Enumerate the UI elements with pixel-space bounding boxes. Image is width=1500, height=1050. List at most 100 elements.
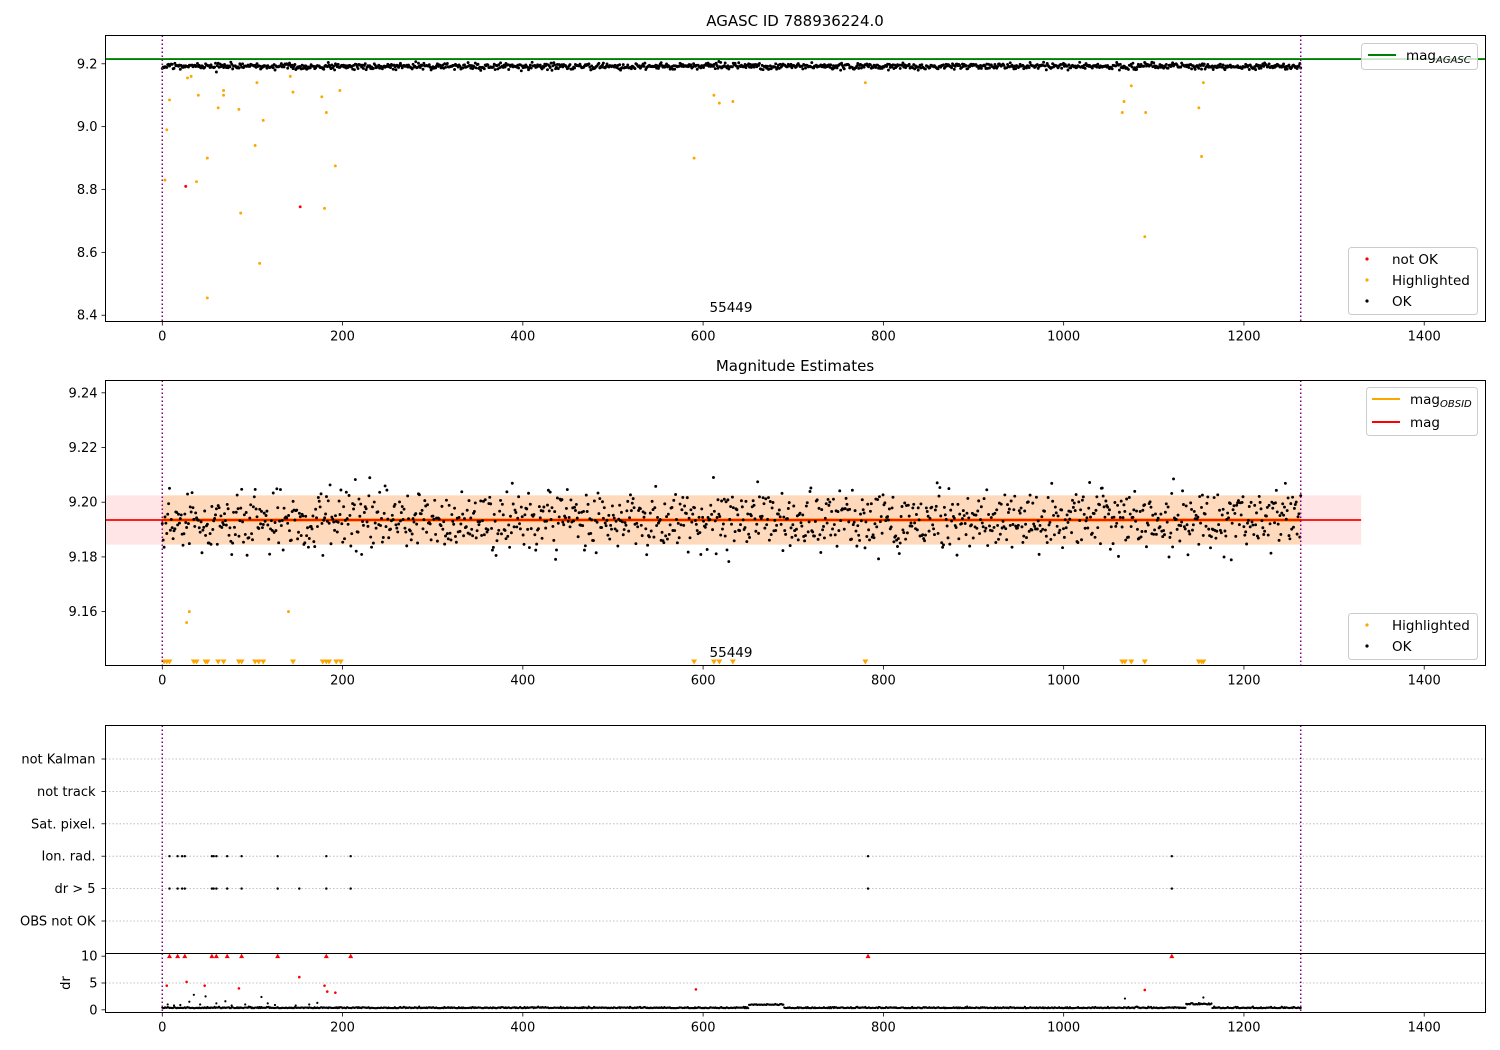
highlighted-point [323, 206, 326, 210]
ok-point [512, 525, 516, 529]
ok-point [547, 509, 551, 513]
ok-point [884, 519, 888, 523]
ok-point [525, 507, 529, 511]
highlighted-below-range-marker [1121, 659, 1128, 665]
ok-point [1016, 526, 1019, 530]
ok-point [259, 522, 263, 526]
ok-point [1256, 536, 1260, 540]
ok-point [500, 532, 503, 536]
ok-point [728, 517, 732, 521]
highlighted-below-range-marker [204, 659, 211, 665]
ok-point [1066, 68, 1070, 72]
ok-point [282, 506, 286, 510]
ok-point [1179, 524, 1183, 528]
ok-point [334, 514, 337, 518]
ok-point [597, 512, 601, 516]
ok-point [185, 526, 189, 529]
ok-point [1219, 531, 1223, 535]
ok-point [192, 517, 196, 521]
ok-point [420, 508, 424, 512]
ok-point [1199, 64, 1203, 68]
highlighted-point [333, 164, 337, 168]
ok-point [719, 60, 723, 64]
ok-point [1217, 65, 1221, 69]
ok-point [626, 499, 630, 503]
ok-point [500, 502, 504, 506]
estimates-obsid-label: 55449 [710, 645, 753, 661]
ok-point [666, 512, 670, 516]
ok-point [1288, 537, 1292, 541]
ok-point [1220, 513, 1224, 517]
ok-point [800, 64, 804, 68]
ok-point [613, 527, 617, 531]
ok-point [1103, 515, 1107, 519]
ok-point [380, 516, 383, 520]
ok-point [517, 66, 521, 70]
ok-point [569, 498, 573, 502]
highlighted-point [255, 81, 259, 85]
ok-point [829, 533, 833, 537]
ok-point [1281, 502, 1285, 506]
ok-point [546, 488, 550, 492]
ok-point [890, 506, 894, 510]
ok-point [674, 493, 678, 496]
ok-point [485, 530, 489, 534]
ok-point [988, 66, 991, 70]
ok-point [668, 523, 672, 527]
ok-point [980, 521, 984, 525]
ok-point [537, 505, 541, 509]
ok-point [754, 529, 758, 533]
ok-point [173, 61, 177, 65]
dr-ok-point [1299, 1006, 1302, 1010]
ok-point [281, 548, 285, 552]
flag-point [298, 887, 301, 890]
ok-point [348, 513, 352, 517]
dr-ok-point [1184, 1006, 1187, 1009]
ok-point [787, 501, 791, 505]
ok-point [680, 508, 684, 512]
ok-point [1152, 61, 1156, 65]
ok-point [1285, 67, 1289, 71]
ok-point [737, 61, 741, 65]
ok-point [550, 68, 554, 72]
ok-point [554, 557, 558, 561]
ok-point [1171, 545, 1175, 549]
highlighted-point [222, 89, 226, 92]
ok-point [376, 510, 380, 514]
ok-point [767, 496, 770, 500]
ok-point [249, 503, 253, 507]
ok-point [1054, 511, 1058, 515]
ok-point [568, 525, 572, 529]
legend-label-ok: OK [1392, 294, 1413, 310]
ok-point [1228, 502, 1232, 506]
ok-point [1278, 514, 1282, 517]
ok-point [491, 545, 495, 549]
x-tick-label: 800 [871, 1021, 896, 1036]
ok-point [217, 506, 221, 510]
ok-point [1248, 525, 1252, 529]
ok-point [165, 532, 169, 535]
ok-point [514, 510, 518, 514]
ok-point [960, 517, 964, 521]
ok-point [1249, 500, 1253, 504]
x-tick-label: 1400 [1408, 330, 1441, 345]
ok-point [1206, 495, 1210, 499]
ok-point [744, 66, 748, 70]
ok-point [1069, 510, 1073, 514]
ok-point [440, 504, 444, 508]
ok-point [637, 509, 641, 512]
ok-point [1043, 528, 1047, 532]
ok-point [1035, 527, 1039, 531]
ok-point [197, 526, 201, 530]
ok-point [813, 520, 817, 523]
ok-point [234, 510, 238, 514]
ok-point [629, 509, 633, 513]
ok-point [690, 520, 694, 524]
ok-point [493, 519, 497, 523]
ok-point [167, 502, 171, 506]
y-tick-label: 5 [89, 977, 97, 992]
ok-point [356, 67, 360, 70]
ok-point [340, 522, 344, 526]
ok-point [565, 488, 569, 492]
ok-point [482, 67, 486, 71]
